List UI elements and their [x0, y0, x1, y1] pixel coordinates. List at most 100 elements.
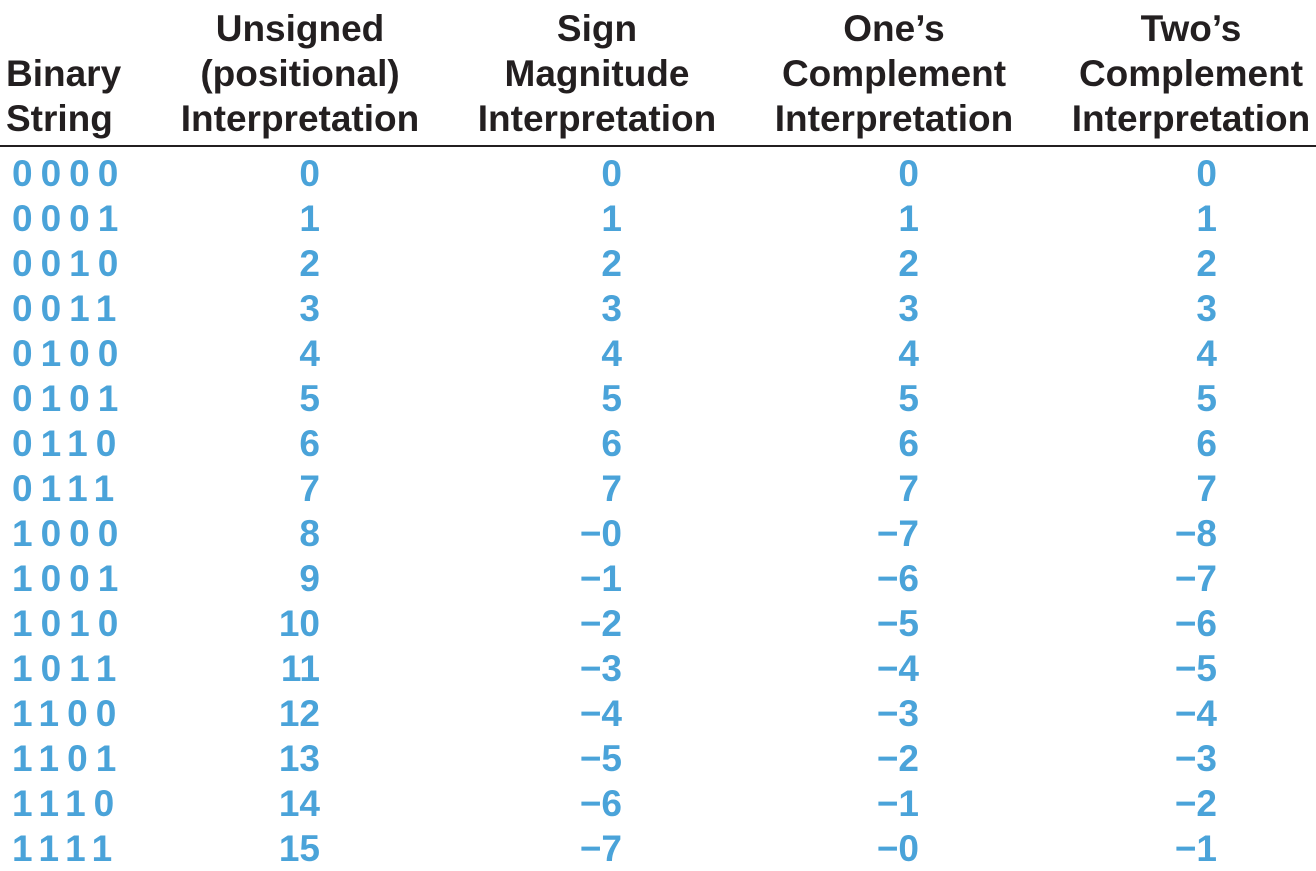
twos-complement-cell: −8 — [1174, 513, 1217, 554]
ones-complement-cell: 3 — [898, 288, 919, 329]
ones-complement-cell: −7 — [876, 513, 919, 554]
twos-complement-cell: 1 — [1196, 198, 1217, 239]
ones-complement-cell: 7 — [898, 468, 919, 509]
twos-complement-cell: −2 — [1174, 783, 1217, 824]
ones-complement-cell: −1 — [876, 783, 919, 824]
twos-complement-cell: 3 — [1196, 288, 1217, 329]
sign-magnitude-cell: −5 — [579, 738, 622, 779]
unsigned-cell: 11 — [280, 648, 320, 689]
unsigned-cell: 12 — [278, 693, 320, 734]
table-row: 1101 13 −5 −2 −3 — [0, 736, 1316, 781]
table-row: 0001 1 1 1 1 — [0, 196, 1316, 241]
unsigned-cell: 0 — [299, 153, 320, 194]
binary-string-cell: 0011 — [12, 288, 125, 329]
table-row: 0110 6 6 6 6 — [0, 421, 1316, 466]
binary-string-cell: 1100 — [12, 693, 125, 734]
table-row: 1010 10 −2 −5 −6 — [0, 601, 1316, 646]
twos-complement-cell: −5 — [1174, 648, 1217, 689]
twos-complement-cell: −3 — [1174, 738, 1217, 779]
binary-string-cell: 0110 — [12, 423, 125, 464]
binary-string-cell: 0010 — [12, 243, 127, 284]
header-line: Unsigned — [215, 8, 385, 49]
header-sign-magnitude: Sign Magnitude Interpretation — [467, 6, 727, 141]
unsigned-cell: 9 — [299, 558, 320, 599]
ones-complement-cell: −0 — [876, 828, 919, 869]
sign-magnitude-cell: −0 — [579, 513, 622, 554]
twos-complement-cell: 7 — [1196, 468, 1217, 509]
sign-magnitude-cell: −1 — [579, 558, 622, 599]
twos-complement-cell: 4 — [1196, 333, 1217, 374]
unsigned-cell: 13 — [278, 738, 320, 779]
ones-complement-cell: −2 — [876, 738, 919, 779]
binary-string-cell: 1001 — [12, 558, 127, 599]
table-header: Binary String Unsigned (positional) Inte… — [0, 0, 1316, 147]
binary-string-cell: 0001 — [12, 198, 127, 239]
sign-magnitude-cell: −3 — [579, 648, 622, 689]
binary-string-cell: 1011 — [12, 648, 125, 689]
ones-complement-cell: −5 — [876, 603, 919, 644]
ones-complement-cell: 1 — [898, 198, 919, 239]
unsigned-cell: 15 — [278, 828, 320, 869]
unsigned-cell: 10 — [278, 603, 320, 644]
twos-complement-cell: −4 — [1174, 693, 1217, 734]
ones-complement-cell: −3 — [876, 693, 919, 734]
header-line: Interpretation — [774, 98, 1014, 139]
ones-complement-cell: −4 — [876, 648, 919, 689]
sign-magnitude-cell: −7 — [579, 828, 622, 869]
ones-complement-cell: 5 — [898, 378, 919, 419]
binary-string-cell: 0111 — [12, 468, 123, 509]
unsigned-cell: 14 — [278, 783, 320, 824]
twos-complement-cell: −1 — [1174, 828, 1217, 869]
table-row: 0101 5 5 5 5 — [0, 376, 1316, 421]
unsigned-cell: 4 — [299, 333, 320, 374]
twos-complement-cell: 0 — [1196, 153, 1217, 194]
header-line: Complement — [1078, 53, 1304, 94]
header-line: Interpretation — [180, 98, 420, 139]
unsigned-cell: 8 — [299, 513, 320, 554]
header-unsigned: Unsigned (positional) Interpretation — [170, 6, 430, 141]
ones-complement-cell: 6 — [898, 423, 919, 464]
header-twos-complement: Two’s Complement Interpretation — [1061, 6, 1316, 141]
twos-complement-cell: −7 — [1174, 558, 1217, 599]
header-line: Complement — [781, 53, 1007, 94]
header-line: String — [6, 98, 113, 139]
header-line: (positional) — [200, 53, 400, 94]
table-row: 0100 4 4 4 4 — [0, 331, 1316, 376]
table-row: 0011 3 3 3 3 — [0, 286, 1316, 331]
sign-magnitude-cell: 4 — [601, 333, 622, 374]
unsigned-cell: 2 — [299, 243, 320, 284]
binary-string-cell: 1000 — [12, 513, 127, 554]
header-line: One’s — [843, 8, 945, 49]
sign-magnitude-cell: 3 — [601, 288, 622, 329]
ones-complement-cell: 4 — [898, 333, 919, 374]
header-line: Magnitude — [504, 53, 690, 94]
table-body: 0000 0 0 0 0 0001 1 1 1 1 0010 2 2 2 2 0011 3 3 3 3 0100 4 4 4 4… — [0, 151, 1316, 871]
header-line: Binary — [6, 53, 122, 94]
binary-string-cell: 0000 — [12, 153, 127, 194]
sign-magnitude-cell: 0 — [601, 153, 622, 194]
binary-string-cell: 0100 — [12, 333, 127, 374]
sign-magnitude-cell: −6 — [579, 783, 622, 824]
twos-complement-cell: 6 — [1196, 423, 1217, 464]
twos-complement-cell: 5 — [1196, 378, 1217, 419]
ones-complement-cell: 2 — [898, 243, 919, 284]
table-row: 1100 12 −4 −3 −4 — [0, 691, 1316, 736]
unsigned-cell: 3 — [299, 288, 320, 329]
table-row: 0010 2 2 2 2 — [0, 241, 1316, 286]
binary-string-cell: 1101 — [12, 738, 125, 779]
sign-magnitude-cell: 1 — [601, 198, 622, 239]
ones-complement-cell: 0 — [898, 153, 919, 194]
sign-magnitude-cell: 7 — [601, 468, 622, 509]
binary-string-cell: 0101 — [12, 378, 127, 419]
header-line: Sign — [556, 8, 638, 49]
header-line: Two’s — [1140, 8, 1242, 49]
table-row: 1001 9 −1 −6 −7 — [0, 556, 1316, 601]
unsigned-cell: 1 — [299, 198, 320, 239]
table-row: 1110 14 −6 −1 −2 — [0, 781, 1316, 826]
sign-magnitude-cell: −2 — [579, 603, 622, 644]
binary-string-cell: 1111 — [12, 828, 121, 869]
unsigned-cell: 6 — [299, 423, 320, 464]
twos-complement-cell: −6 — [1174, 603, 1217, 644]
twos-complement-cell: 2 — [1196, 243, 1217, 284]
